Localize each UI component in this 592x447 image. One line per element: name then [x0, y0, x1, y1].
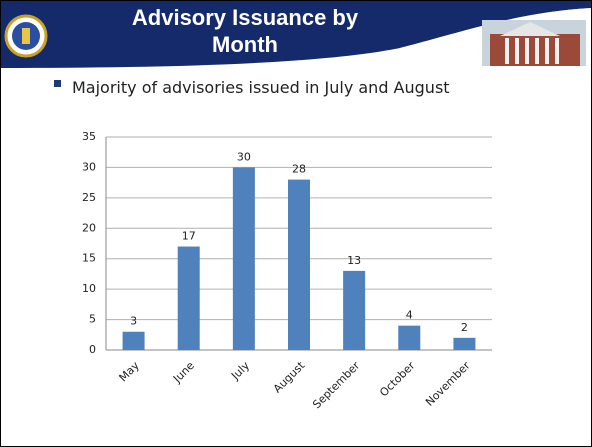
bullet-marker: [54, 80, 61, 87]
y-tick-label: 20: [82, 221, 96, 234]
x-tick-label: May: [117, 359, 143, 385]
value-label: 17: [182, 230, 196, 243]
bullet-text: Majority of advisories issued in July an…: [72, 78, 450, 97]
bar: [398, 325, 421, 350]
x-tick-label: September: [310, 359, 363, 412]
building-image: [482, 20, 586, 66]
y-tick-label: 35: [82, 130, 96, 143]
value-label: 4: [406, 309, 413, 322]
x-tick-label: August: [271, 359, 308, 396]
bar: [232, 167, 255, 350]
bar: [122, 331, 145, 350]
y-tick-label: 10: [82, 282, 96, 295]
value-label: 28: [292, 163, 306, 176]
y-tick-label: 0: [89, 343, 96, 356]
slide-title: Advisory Issuance by Month: [131, 5, 359, 57]
value-label: 13: [347, 254, 361, 267]
y-tick-label: 25: [82, 191, 96, 204]
x-tick-label: November: [423, 359, 473, 409]
bar: [453, 337, 476, 350]
bar: [343, 270, 366, 350]
x-tick-label: October: [377, 359, 418, 400]
header-band: [1, 1, 591, 68]
y-tick-label: 30: [82, 160, 96, 173]
x-tick-label: June: [170, 359, 197, 386]
seal-icon: [4, 14, 48, 58]
value-label: 2: [461, 321, 468, 334]
value-label: 3: [130, 315, 137, 328]
bar: [288, 179, 310, 350]
y-tick-label: 15: [82, 252, 96, 265]
y-tick-label: 5: [89, 313, 96, 326]
x-tick-label: July: [228, 359, 252, 383]
bar: [177, 246, 200, 350]
header-wave: [400, 8, 591, 54]
value-label: 30: [237, 150, 251, 163]
